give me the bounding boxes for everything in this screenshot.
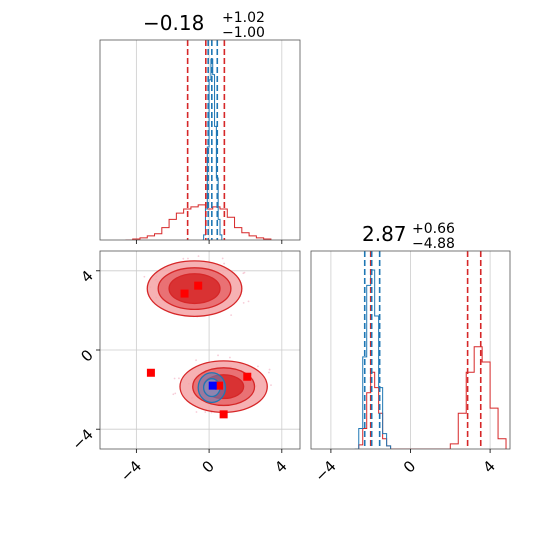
scatter-point xyxy=(268,368,271,371)
scatter-point xyxy=(174,392,177,395)
scatter-point xyxy=(242,301,245,304)
x-tick-label-param-2-1: 0 xyxy=(400,457,419,476)
hist-2-red xyxy=(354,346,507,449)
red-marker-3 xyxy=(215,381,224,390)
red-marker-2 xyxy=(146,368,155,377)
scatter-point xyxy=(270,384,272,387)
hist-panel-param-2 xyxy=(310,250,511,453)
scatter-point xyxy=(204,411,207,413)
hist-2-blue xyxy=(354,269,392,449)
hist-1-series xyxy=(125,58,272,240)
title-1-value: −0.18 xyxy=(143,11,204,35)
scatter-point xyxy=(178,377,180,380)
x-tick-label-param-2-0: −4 xyxy=(311,457,339,485)
x-tick-label-param-1-0: −4 xyxy=(117,457,145,485)
hist-1-red xyxy=(125,204,272,240)
scatter-point xyxy=(268,371,270,374)
scatter-point xyxy=(195,411,198,413)
scatter-point xyxy=(182,257,185,260)
title-1-minus: −1.00 xyxy=(222,25,265,41)
title-param-1: −0.18 +1.02 −1.00 xyxy=(143,10,265,41)
contour-series xyxy=(143,255,272,419)
scatter-point xyxy=(197,255,200,258)
scatter-point xyxy=(143,275,146,278)
scatter-point xyxy=(187,257,189,260)
x-tick-label-param-2-2: 4 xyxy=(479,457,498,476)
scatter-point xyxy=(195,359,197,362)
title-1-plus: +1.02 xyxy=(222,10,265,26)
scatter-point xyxy=(172,393,175,396)
scatter-point xyxy=(217,354,219,357)
scatter-point xyxy=(257,365,259,368)
red-marker-0 xyxy=(180,289,189,298)
blue-marker-0 xyxy=(208,381,217,390)
hist-1-frame xyxy=(99,39,301,241)
title-2-minus: −4.88 xyxy=(412,236,455,252)
scatter-point xyxy=(173,377,176,380)
title-2-plus: +0.66 xyxy=(412,221,455,237)
tick-labels: −4 −4 −4 0 0 0 4 4 4 xyxy=(68,267,498,486)
hist-2-series xyxy=(354,269,507,449)
y-tick-label-param-2-1: 0 xyxy=(77,346,96,365)
scatter-point xyxy=(243,271,246,274)
red-marker-5 xyxy=(243,372,252,381)
y-tick-label-param-2-0: −4 xyxy=(68,425,96,453)
contour-panel xyxy=(96,250,301,453)
x-tick-label-param-1-2: 4 xyxy=(271,457,290,476)
scatter-point xyxy=(221,257,224,260)
x-tick-label-param-1-1: 0 xyxy=(198,457,217,476)
y-tick-label-param-2-2: 4 xyxy=(77,267,96,286)
scatter-point xyxy=(229,356,231,359)
title-2-value: 2.87 xyxy=(362,222,407,246)
hist-1-blue xyxy=(201,58,223,240)
scatter-point xyxy=(223,262,226,265)
scatter-point xyxy=(247,300,250,303)
scatter-point xyxy=(230,314,233,317)
hist-panel-param-1 xyxy=(99,39,301,244)
title-param-2: 2.87 +0.66 −4.88 xyxy=(362,221,455,252)
red-marker-4 xyxy=(219,410,228,419)
red-marker-1 xyxy=(194,281,203,290)
